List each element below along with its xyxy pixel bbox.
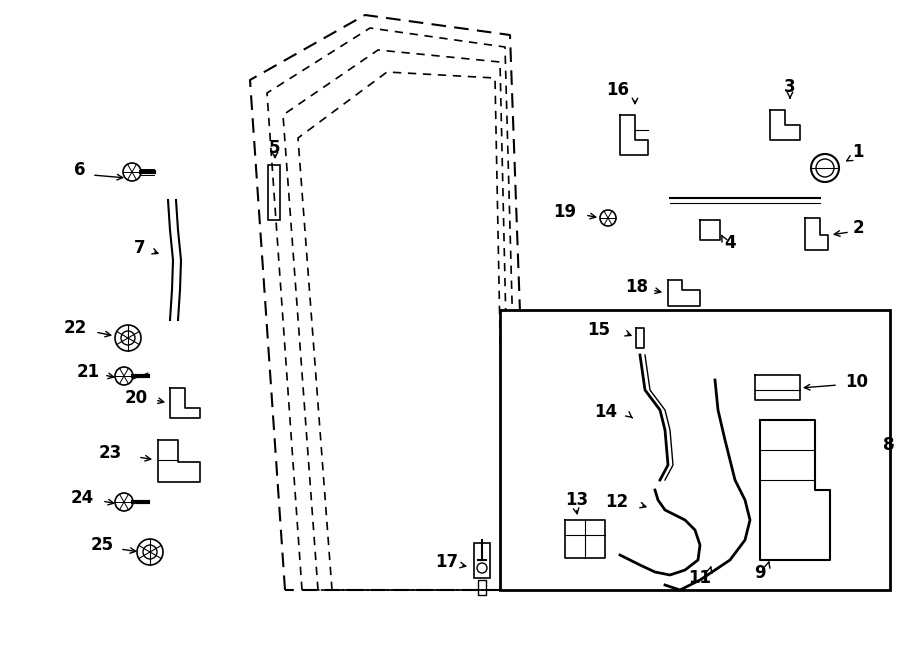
Bar [474, 543, 490, 578]
Circle shape [123, 163, 141, 181]
Text: 1: 1 [852, 143, 864, 161]
Text: 22: 22 [63, 319, 86, 337]
Text: 18: 18 [626, 278, 649, 296]
Text: 20: 20 [124, 389, 148, 407]
Text: 6: 6 [74, 161, 86, 179]
Circle shape [137, 539, 163, 565]
Text: 2: 2 [852, 219, 864, 237]
Circle shape [115, 367, 133, 385]
Circle shape [811, 154, 839, 182]
Text: 11: 11 [688, 569, 712, 587]
Circle shape [121, 331, 135, 345]
Bar [268, 165, 280, 220]
Text: 21: 21 [76, 363, 100, 381]
Text: 23: 23 [98, 444, 122, 462]
Circle shape [115, 493, 133, 511]
Circle shape [115, 325, 141, 351]
Text: 16: 16 [607, 81, 629, 99]
Text: 13: 13 [565, 491, 588, 509]
Text: 17: 17 [436, 553, 459, 571]
Text: 5: 5 [269, 139, 281, 157]
Bar [478, 580, 486, 595]
Text: 7: 7 [134, 239, 146, 257]
Text: 14: 14 [594, 403, 617, 421]
Text: 24: 24 [70, 489, 94, 507]
Text: 8: 8 [884, 436, 895, 454]
Circle shape [600, 210, 616, 226]
Circle shape [477, 563, 487, 573]
Text: 10: 10 [845, 373, 868, 391]
Text: 9: 9 [754, 564, 766, 582]
Circle shape [816, 159, 834, 177]
Text: 15: 15 [587, 321, 610, 339]
Text: 3: 3 [784, 78, 796, 96]
Bar [500, 310, 890, 590]
Text: 25: 25 [90, 536, 113, 554]
Text: 4: 4 [724, 234, 736, 252]
Circle shape [143, 545, 157, 559]
Text: 12: 12 [605, 493, 628, 511]
Circle shape [776, 496, 804, 524]
Text: 19: 19 [554, 203, 577, 221]
